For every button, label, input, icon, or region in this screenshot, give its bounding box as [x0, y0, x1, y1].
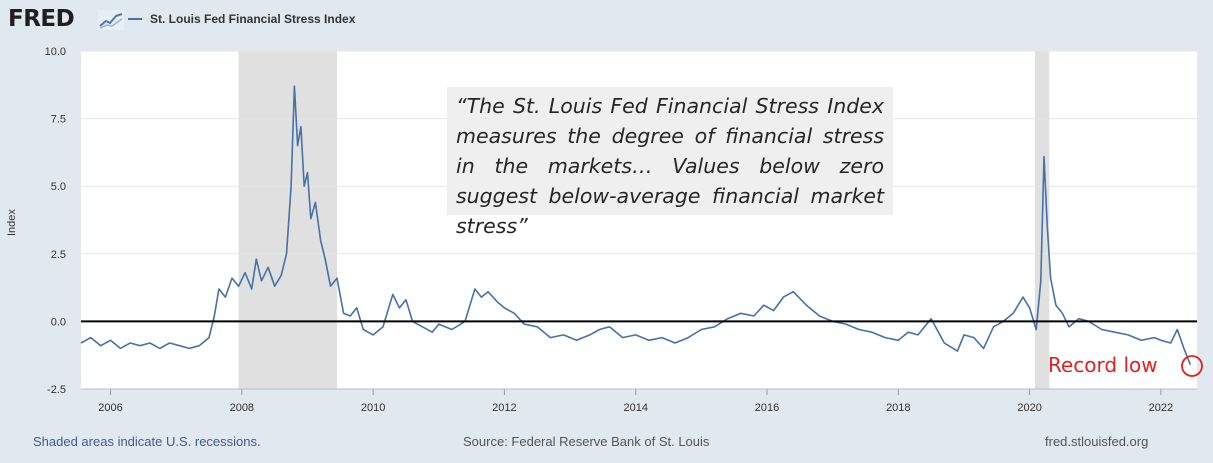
y-tick-label: 10.0 — [45, 46, 66, 58]
x-tick-label: 2016 — [755, 402, 779, 414]
y-tick-label: -2.5 — [47, 384, 66, 396]
x-tick-label: 2008 — [230, 402, 254, 414]
annotation-quote: “The St. Louis Fed Financial Stress Inde… — [447, 87, 893, 238]
x-tick-label: 2010 — [361, 402, 385, 414]
y-tick-label: 0.0 — [51, 316, 66, 328]
x-tick-label: 2018 — [886, 402, 910, 414]
source-note: Source: Federal Reserve Bank of St. Loui… — [463, 434, 710, 449]
recession-note[interactable]: Shaded areas indicate U.S. recessions. — [33, 434, 261, 449]
record-low-circle — [1181, 355, 1203, 377]
x-tick-label: 2020 — [1017, 402, 1041, 414]
chart-legend: St. Louis Fed Financial Stress Index — [128, 12, 355, 26]
x-tick-label: 2012 — [492, 402, 516, 414]
legend-label: St. Louis Fed Financial Stress Index — [150, 12, 356, 26]
logo-text: FRED — [8, 6, 75, 32]
y-tick-label: 2.5 — [51, 249, 66, 261]
legend-swatch — [128, 18, 142, 20]
x-tick-label: 2006 — [98, 402, 122, 414]
record-low-label: Record low — [1048, 353, 1158, 377]
fred-chart-icon — [98, 10, 124, 30]
series-line — [80, 85, 1192, 365]
y-tick-label: 7.5 — [51, 114, 66, 126]
x-tick-label: 2014 — [623, 402, 647, 414]
y-tick-label: 5.0 — [51, 181, 66, 193]
site-link[interactable]: fred.stlouisfed.org — [1045, 434, 1149, 449]
recession-band-0 — [238, 51, 338, 389]
x-tick-label: 2022 — [1149, 402, 1173, 414]
